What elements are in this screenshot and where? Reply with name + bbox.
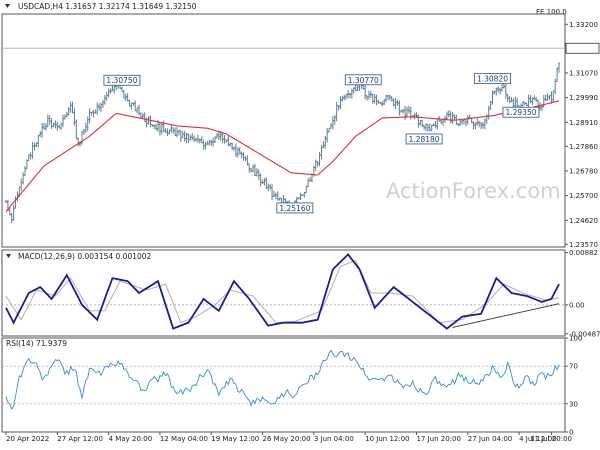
fe-level-label: FE 100.0 [536,8,567,16]
x-axis: 20 Apr 2022 27 Apr 12:00 4 May 20:00 12 May… [5,432,572,443]
rsi-line [5,349,560,410]
chart_data.0-tick-label: 1.27860 [569,143,598,151]
moving-average-line [5,100,560,212]
chart_data.0-tick-label: 1.31070 [569,69,598,77]
price-level-label: 1.29350 [505,108,536,117]
x-tick-label: 17 Jun 20:00 [416,435,460,443]
price-level-label: 1.28180 [409,135,440,144]
macd-signal-line [5,259,560,324]
x-tick-label: 26 May 20:00 [263,435,311,443]
x-tick-label: 20 Apr 2022 [6,435,49,443]
price-level-label: 1.30750 [106,76,137,85]
x-tick-label: 27 Apr 12:00 [57,435,103,443]
price-level-label-box [405,133,443,145]
macd-panel: 0.00882 0.00 -0.004872 [1,249,600,338]
price-panel: 1.30750 1.30770 1.30820 1.29350 1.28180 1.251… [1,13,600,249]
rsi-panel-header: RSI(14) 71.9379 [6,339,67,348]
price-level-label: 1.30820 [477,75,508,84]
macd-panel-frame [1,249,566,337]
x-tick-label: 19 May 12:00 [211,435,259,443]
macd-line [5,253,560,330]
price-panel-header: USDCAD,H4 1.31657 1.32174 1.31649 1.3215… [18,2,197,11]
price-level-label-box [276,202,314,214]
x-tick-label: 27 Jun 04:00 [468,435,512,443]
x-tick-label: 11 Jul 20:00 [530,435,572,443]
chart_data.1-tick-label: -0.004872 [569,330,600,338]
chart_data.0-tick-label: 1.29990 [569,94,598,102]
x-tick-label: 10 Jun 12:00 [365,435,409,443]
macd-menu-triangle-icon[interactable] [6,254,11,258]
chart_data.0-tick-label: 1.23570 [569,241,598,249]
chart_data.2-tick-label: 0 [569,429,573,437]
price-level-label: 1.30770 [348,76,379,85]
chart_data.2-tick-label: 100 [569,335,582,343]
macd-trendline [452,303,560,328]
chart_data.1-tick-label: 0.00882 [569,249,598,257]
watermark: ActionForex.com [386,179,561,203]
chart_data.1-tick-label: 0.00 [569,301,585,309]
menu-triangle-icon[interactable] [5,4,10,8]
macd-panel-header: MACD(12,26,9) 0.003154 0.001002 [18,252,152,261]
price-level-label-box [474,73,511,85]
chart_data.2-tick-label: 30 [569,400,578,408]
price-level-label: 1.25160 [279,204,310,213]
chart_data.0-tick-label: 1.26780 [569,167,598,175]
current-price-tag [565,42,600,54]
rsi-panel: 100 70 30 0 [1,335,582,437]
x-tick-label: 3 Jun 04:00 [314,435,354,443]
chart_data.0-tick-label: 1.33200 [569,21,598,29]
chart_data.2-tick-label: 70 [569,363,578,371]
chart_data.0-tick-label: 1.24620 [569,217,598,225]
price-level-label-box [502,106,540,118]
chart_data.0-tick-label: 1.28910 [569,119,598,127]
x-tick-label: 4 Jul 12:00 [519,435,557,443]
price-panel-frame [1,13,566,248]
price-level-label-box [103,74,141,86]
x-tick-label: 12 May 04:00 [160,435,208,443]
price-level-label-box [344,74,382,86]
x-tick-label: 4 May 20:00 [109,435,153,443]
chart_data.0-tick-label: 1.25700 [569,192,598,200]
rsi-panel-frame [1,337,566,433]
